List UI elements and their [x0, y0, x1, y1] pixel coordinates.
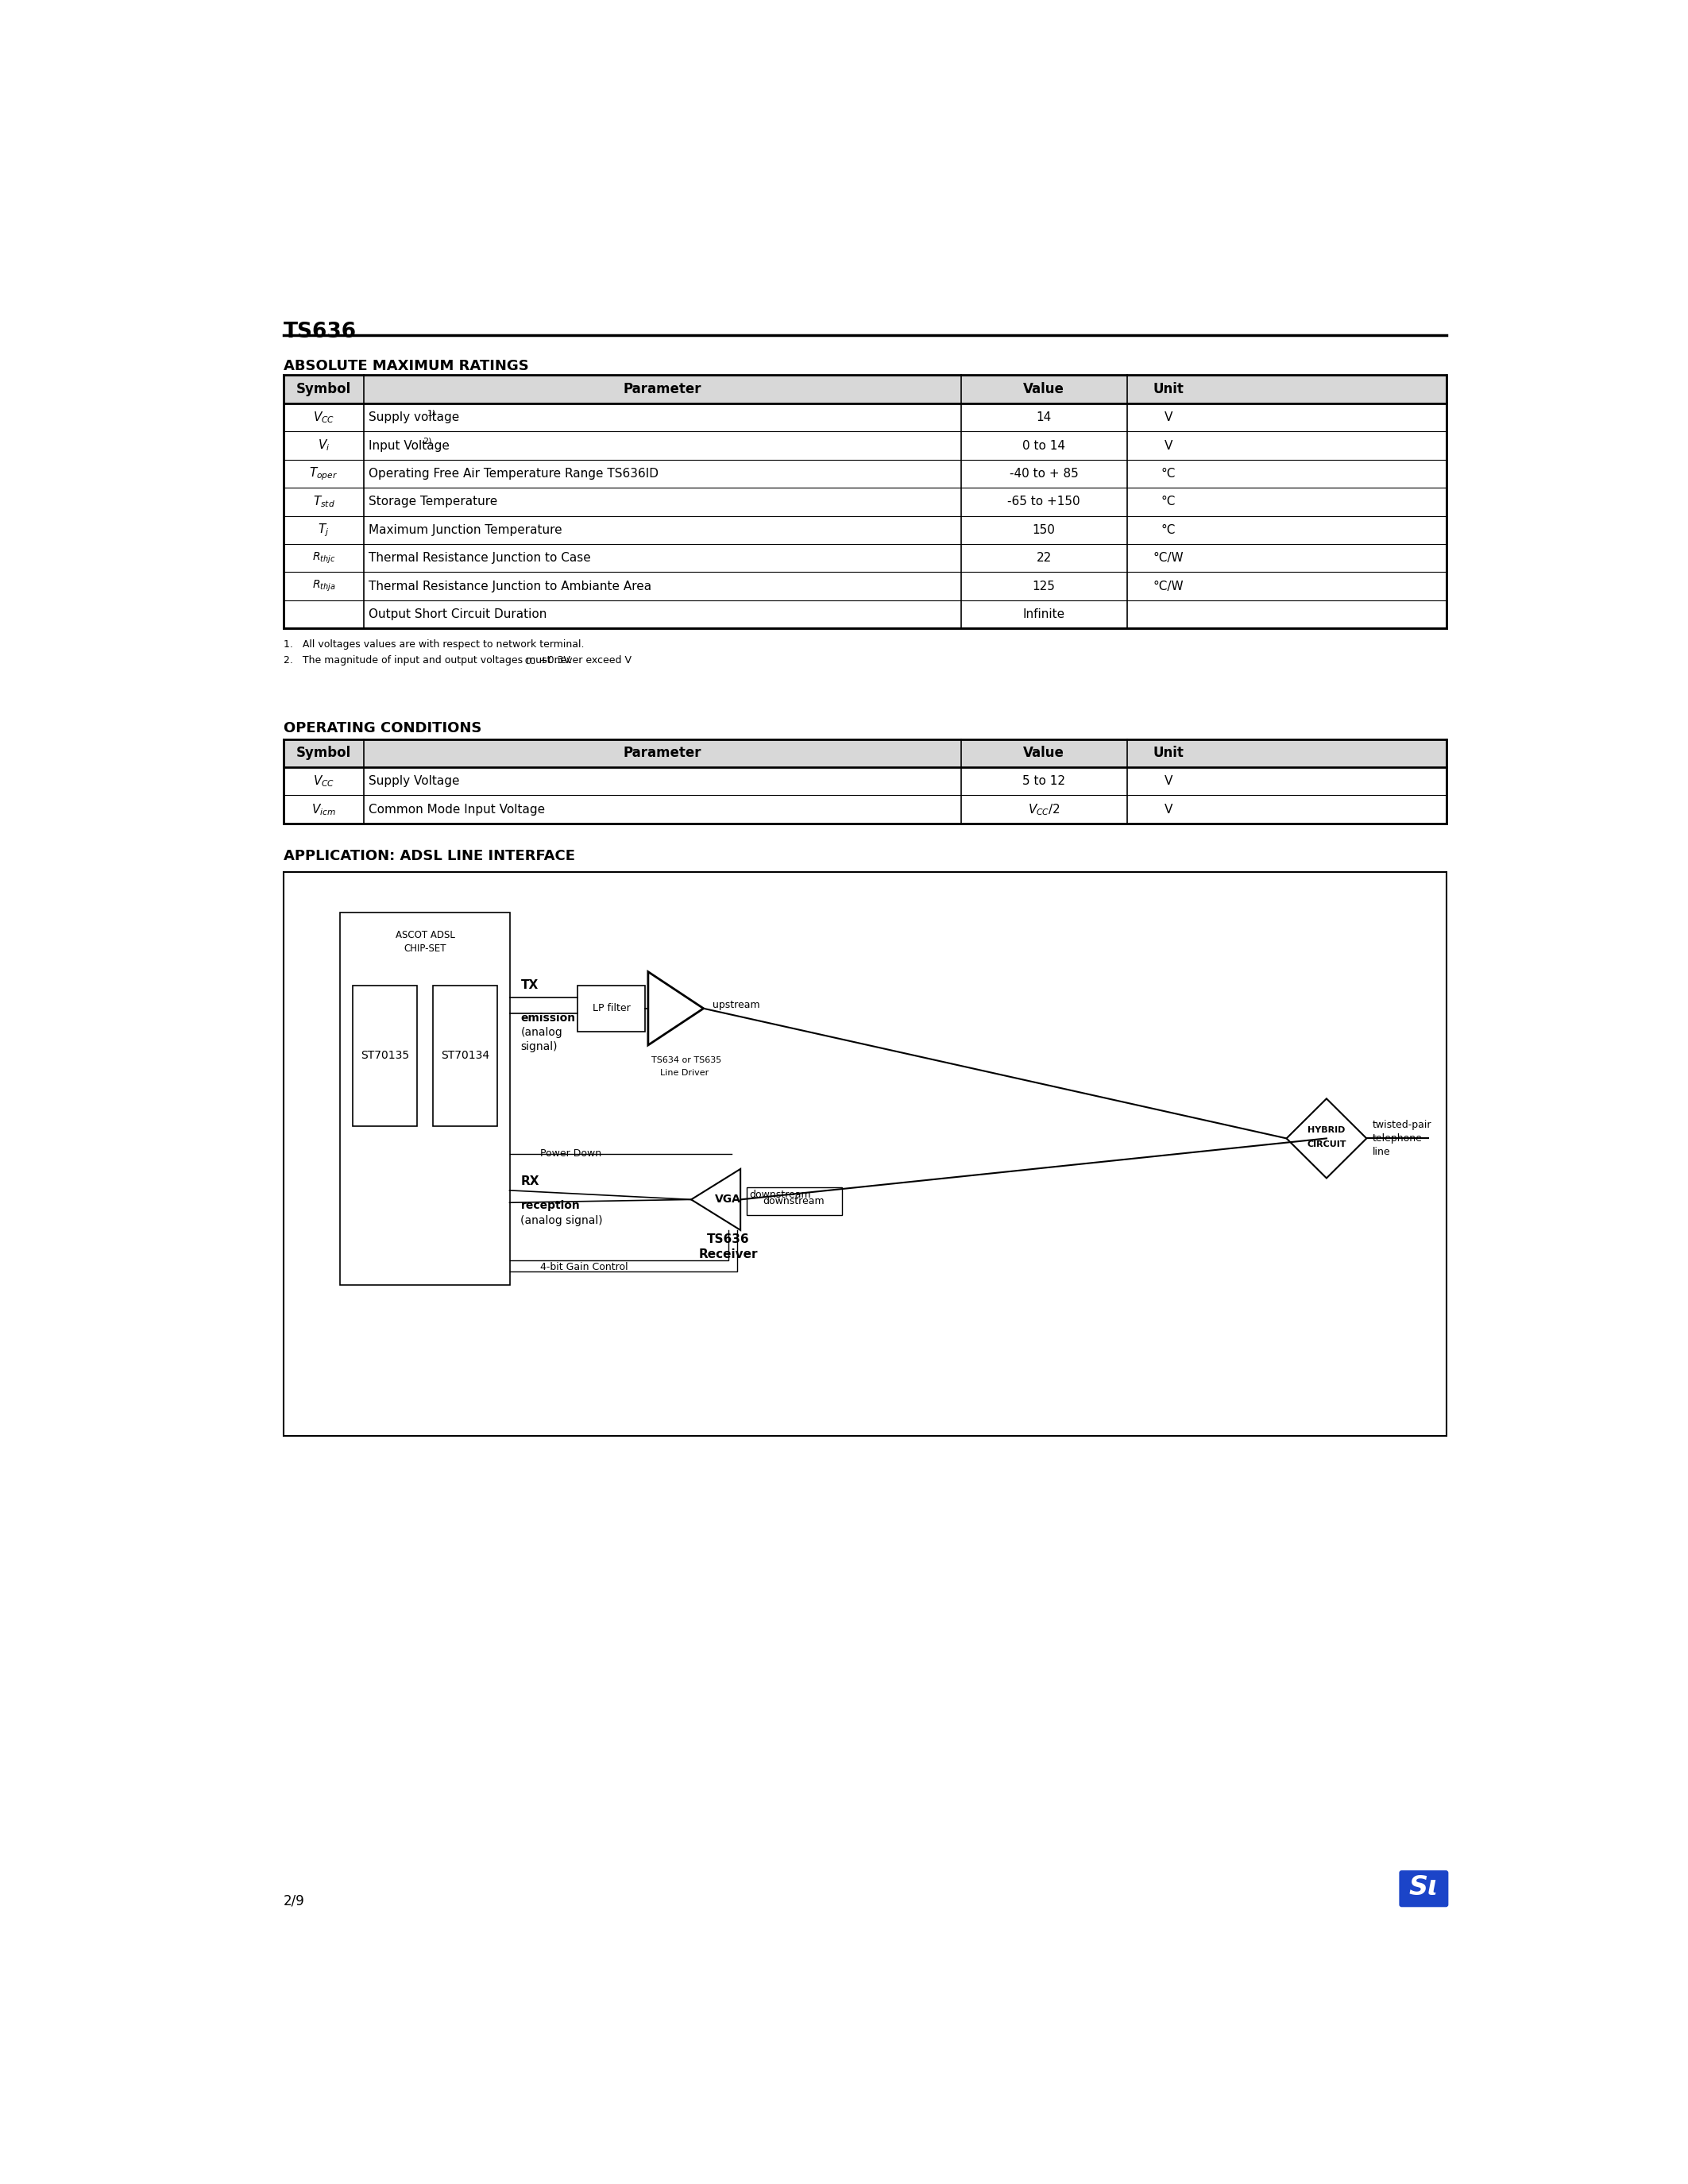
- Text: ABSOLUTE MAXIMUM RATINGS: ABSOLUTE MAXIMUM RATINGS: [284, 358, 528, 373]
- Text: TX: TX: [520, 981, 538, 992]
- Text: 14: 14: [1036, 411, 1052, 424]
- Text: Parameter: Parameter: [623, 382, 702, 397]
- Text: Infinite: Infinite: [1023, 609, 1065, 620]
- Text: -40 to + 85: -40 to + 85: [1009, 467, 1079, 480]
- Text: Power Down: Power Down: [540, 1149, 601, 1160]
- Text: TS634 or TS635: TS634 or TS635: [652, 1057, 721, 1064]
- Text: 1): 1): [427, 408, 436, 417]
- Bar: [353, 985, 417, 1127]
- Text: line: line: [1372, 1147, 1391, 1158]
- Text: RX: RX: [520, 1175, 540, 1188]
- Text: 2.   The magnitude of input and output voltages must never exceed V: 2. The magnitude of input and output vol…: [284, 655, 631, 666]
- Bar: [432, 985, 498, 1127]
- Text: CIRCUIT: CIRCUIT: [1307, 1140, 1345, 1149]
- Text: downstream: downstream: [749, 1190, 812, 1199]
- Text: 1.   All voltages values are with respect to network terminal.: 1. All voltages values are with respect …: [284, 640, 584, 649]
- Text: Unit: Unit: [1153, 382, 1183, 397]
- Text: °C/W: °C/W: [1153, 553, 1183, 563]
- Polygon shape: [690, 1168, 741, 1230]
- Text: Symbol: Symbol: [295, 382, 351, 397]
- Text: Input Voltage: Input Voltage: [368, 439, 449, 452]
- Bar: [746, 1188, 842, 1214]
- Text: TS636: TS636: [284, 321, 356, 343]
- Text: 0 to 14: 0 to 14: [1023, 439, 1065, 452]
- Text: OPERATING CONDITIONS: OPERATING CONDITIONS: [284, 721, 481, 736]
- Text: telephone: telephone: [1372, 1133, 1423, 1144]
- Bar: [284, 738, 1447, 823]
- Text: Maximum Junction Temperature: Maximum Junction Temperature: [368, 524, 562, 535]
- Text: LP filter: LP filter: [592, 1002, 630, 1013]
- Text: emission: emission: [520, 1013, 576, 1024]
- Text: $T_{std}$: $T_{std}$: [312, 494, 334, 509]
- Text: VGA: VGA: [716, 1195, 741, 1206]
- Text: $R_{thja}$: $R_{thja}$: [312, 579, 336, 594]
- Text: $T_{oper}$: $T_{oper}$: [309, 465, 338, 483]
- Text: (analog signal): (analog signal): [520, 1214, 603, 1227]
- Text: Supply Voltage: Supply Voltage: [368, 775, 459, 786]
- Text: +0.3V.: +0.3V.: [537, 655, 572, 666]
- Text: Output Short Circuit Duration: Output Short Circuit Duration: [368, 609, 547, 620]
- Polygon shape: [1286, 1099, 1367, 1177]
- Text: V: V: [1165, 439, 1173, 452]
- Text: V: V: [1165, 775, 1173, 786]
- Text: -65 to +150: -65 to +150: [1008, 496, 1080, 507]
- Text: $R_{thjc}$: $R_{thjc}$: [312, 550, 336, 566]
- Text: $V_{CC}$: $V_{CC}$: [312, 773, 334, 788]
- Text: V: V: [1165, 804, 1173, 815]
- Text: HYBRID: HYBRID: [1308, 1127, 1345, 1133]
- Text: reception: reception: [520, 1199, 581, 1212]
- Text: ASCOT ADSL: ASCOT ADSL: [395, 930, 454, 941]
- Bar: [284, 376, 1447, 404]
- Text: Parameter: Parameter: [623, 747, 702, 760]
- Bar: [284, 376, 1447, 629]
- Text: twisted-pair: twisted-pair: [1372, 1120, 1431, 1129]
- Text: 5 to 12: 5 to 12: [1023, 775, 1065, 786]
- Text: Value: Value: [1023, 382, 1065, 397]
- Text: Operating Free Air Temperature Range TS636ID: Operating Free Air Temperature Range TS6…: [368, 467, 658, 480]
- Text: (analog: (analog: [520, 1026, 562, 1037]
- Text: CC: CC: [525, 657, 535, 666]
- Polygon shape: [648, 972, 704, 1046]
- Bar: [284, 871, 1447, 1437]
- Text: CHIP-SET: CHIP-SET: [403, 943, 446, 954]
- Text: $V_i$: $V_i$: [317, 439, 329, 452]
- Text: $V_{CC}$: $V_{CC}$: [312, 411, 334, 426]
- FancyBboxPatch shape: [1399, 1870, 1448, 1907]
- Text: ST70134: ST70134: [441, 1051, 490, 1061]
- Text: $T_j$: $T_j$: [317, 522, 329, 537]
- Text: $V_{CC}/2$: $V_{CC}/2$: [1028, 802, 1060, 817]
- Bar: [341, 913, 510, 1284]
- Text: Line Driver: Line Driver: [660, 1068, 709, 1077]
- Text: 4-bit Gain Control: 4-bit Gain Control: [540, 1262, 628, 1271]
- Text: upstream: upstream: [712, 1000, 760, 1011]
- Text: °C/W: °C/W: [1153, 581, 1183, 592]
- Text: TS636: TS636: [707, 1234, 749, 1245]
- Text: °C: °C: [1161, 467, 1177, 480]
- Text: Sι: Sι: [1409, 1874, 1438, 1900]
- Text: signal): signal): [520, 1042, 557, 1053]
- Bar: [284, 738, 1447, 767]
- Text: Symbol: Symbol: [295, 747, 351, 760]
- Text: 2/9: 2/9: [284, 1894, 306, 1909]
- Text: ST70135: ST70135: [361, 1051, 408, 1061]
- Text: °C: °C: [1161, 496, 1177, 507]
- Text: $V_{icm}$: $V_{icm}$: [311, 802, 336, 817]
- Text: Supply voltage: Supply voltage: [368, 411, 459, 424]
- Text: Common Mode Input Voltage: Common Mode Input Voltage: [368, 804, 545, 815]
- Text: Thermal Resistance Junction to Case: Thermal Resistance Junction to Case: [368, 553, 591, 563]
- Text: Receiver: Receiver: [699, 1249, 758, 1260]
- Text: °C: °C: [1161, 524, 1177, 535]
- Text: 22: 22: [1036, 553, 1052, 563]
- Text: 125: 125: [1033, 581, 1055, 592]
- Text: Thermal Resistance Junction to Ambiante Area: Thermal Resistance Junction to Ambiante …: [368, 581, 652, 592]
- Text: APPLICATION: ADSL LINE INTERFACE: APPLICATION: ADSL LINE INTERFACE: [284, 850, 576, 863]
- Text: V: V: [1165, 411, 1173, 424]
- Bar: [577, 985, 645, 1031]
- Text: downstream: downstream: [763, 1197, 825, 1206]
- Text: Value: Value: [1023, 747, 1065, 760]
- Text: 2): 2): [424, 437, 432, 446]
- Text: 150: 150: [1033, 524, 1055, 535]
- Text: Storage Temperature: Storage Temperature: [368, 496, 498, 507]
- Text: Unit: Unit: [1153, 747, 1183, 760]
